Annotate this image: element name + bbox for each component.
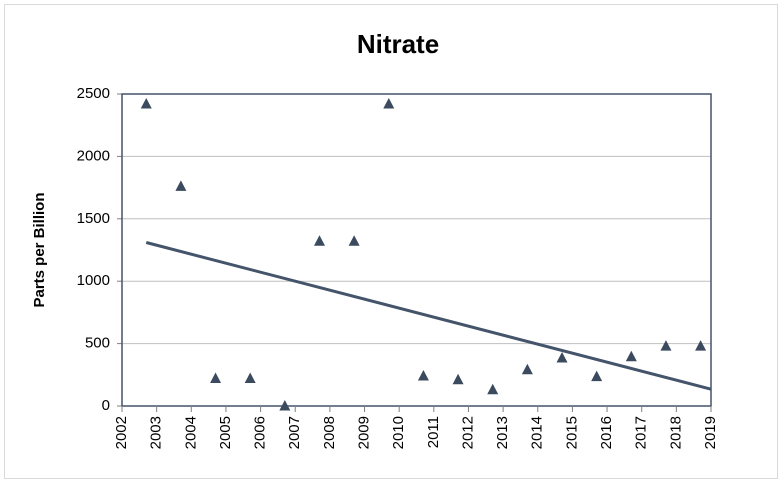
- point: [452, 373, 464, 385]
- point: [348, 235, 360, 246]
- x-tick-label: 2009: [355, 416, 372, 449]
- y-tick-label: 1000: [77, 272, 110, 289]
- x-tick-label: 2003: [148, 416, 165, 449]
- y-tick-label: 1500: [77, 210, 110, 227]
- y-tick-label: 2500: [77, 85, 110, 102]
- x-tick-label: 2014: [529, 416, 546, 449]
- x-tick-label: 2002: [113, 416, 130, 449]
- x-tick-label: 2008: [321, 416, 338, 449]
- x-tick-label: 2005: [217, 416, 234, 449]
- x-tick-label: 2013: [494, 416, 511, 449]
- x-tick-label: 2017: [633, 416, 650, 449]
- trendline: [145, 241, 712, 391]
- point: [244, 372, 256, 384]
- y-axis-label: Parts per Billion: [31, 192, 48, 307]
- point: [556, 351, 568, 363]
- x-tick-label: 2006: [252, 416, 269, 449]
- point: [279, 400, 291, 411]
- chart-title: Nitrate: [357, 29, 439, 59]
- x-tick-label: 2012: [459, 416, 476, 449]
- y-tick-label: 2000: [77, 147, 110, 164]
- point: [313, 235, 325, 246]
- x-tick-label: 2018: [667, 416, 684, 449]
- point: [695, 340, 707, 351]
- point: [210, 372, 222, 384]
- point: [487, 383, 499, 395]
- y-tick-label: 0: [102, 397, 110, 414]
- point: [591, 370, 603, 382]
- x-tick-label: 2019: [702, 416, 719, 449]
- point: [383, 97, 395, 109]
- x-tick-label: 2016: [598, 416, 615, 449]
- x-tick-label: 2007: [286, 416, 303, 449]
- point: [660, 340, 672, 351]
- chart-border: [4, 4, 778, 479]
- plot-border: [121, 93, 712, 407]
- x-tick-label: 2015: [563, 416, 580, 449]
- x-tick-label: 2010: [390, 416, 407, 449]
- x-tick-label: 2011: [425, 416, 442, 448]
- point: [140, 97, 152, 109]
- point: [417, 370, 429, 381]
- point: [521, 363, 533, 375]
- y-tick-label: 500: [85, 335, 110, 352]
- x-tick-label: 2004: [182, 416, 199, 449]
- point: [175, 180, 187, 191]
- point: [625, 350, 637, 362]
